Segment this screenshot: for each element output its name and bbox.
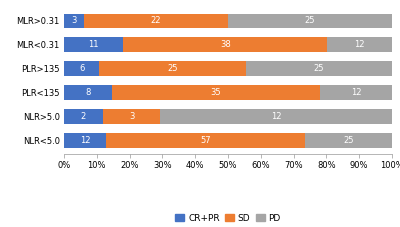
- Text: 6: 6: [79, 64, 84, 73]
- Text: 3: 3: [71, 16, 76, 25]
- Bar: [246, 62, 392, 76]
- Bar: [228, 14, 392, 28]
- Text: 12: 12: [351, 88, 362, 97]
- Text: 12: 12: [271, 112, 282, 121]
- Bar: [64, 37, 123, 52]
- Text: 12: 12: [80, 136, 90, 145]
- Bar: [64, 85, 112, 100]
- Bar: [64, 133, 106, 148]
- Bar: [305, 133, 392, 148]
- Bar: [64, 14, 84, 28]
- Bar: [160, 109, 392, 124]
- Text: 2: 2: [81, 112, 86, 121]
- Bar: [84, 14, 228, 28]
- Text: 25: 25: [305, 16, 315, 25]
- Text: 12: 12: [354, 40, 365, 49]
- Bar: [102, 109, 160, 124]
- Text: 25: 25: [167, 64, 178, 73]
- Text: 8: 8: [85, 88, 90, 97]
- Text: 11: 11: [88, 40, 99, 49]
- Text: 35: 35: [211, 88, 221, 97]
- Bar: [320, 85, 392, 100]
- Legend: CR+PR, SD, PD: CR+PR, SD, PD: [172, 210, 284, 227]
- Bar: [64, 62, 99, 76]
- Text: 57: 57: [200, 136, 211, 145]
- Bar: [328, 37, 392, 52]
- Bar: [123, 37, 328, 52]
- Text: 38: 38: [220, 40, 231, 49]
- Bar: [64, 109, 102, 124]
- Text: 25: 25: [314, 64, 324, 73]
- Text: 22: 22: [150, 16, 161, 25]
- Bar: [106, 133, 305, 148]
- Text: 3: 3: [129, 112, 134, 121]
- Bar: [112, 85, 320, 100]
- Bar: [99, 62, 246, 76]
- Text: 25: 25: [343, 136, 354, 145]
